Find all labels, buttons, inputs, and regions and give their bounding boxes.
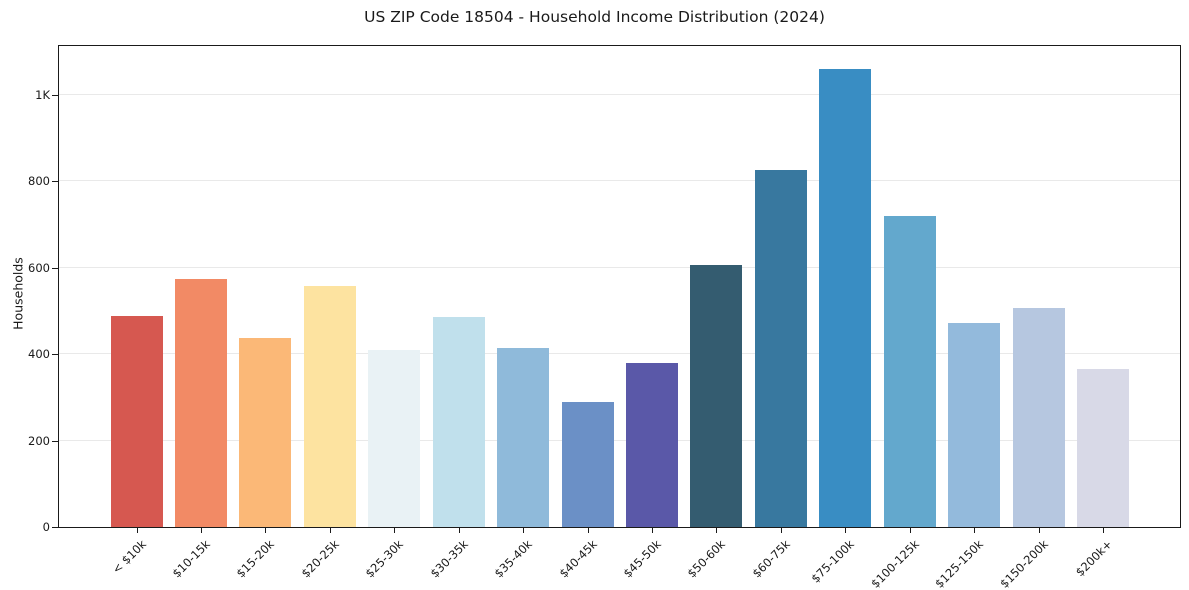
- x-tick-mark: [716, 528, 718, 533]
- bar-60-75k: [754, 170, 807, 527]
- x-tick-mark: [200, 528, 202, 533]
- chart-title: US ZIP Code 18504 - Household Income Dis…: [364, 8, 825, 26]
- gridline-y-1000: [59, 93, 1180, 95]
- x-tick-label: $10-15k: [169, 537, 213, 581]
- y-tick-mark: [52, 94, 58, 96]
- bar-35-40k: [497, 347, 550, 527]
- x-tick-label: $45-50k: [620, 537, 664, 581]
- gridline-y-800: [59, 180, 1180, 182]
- plot-area: [58, 45, 1181, 528]
- x-tick-label: $35-40k: [491, 537, 535, 581]
- bar-50-60k: [690, 265, 743, 527]
- x-tick-mark: [845, 528, 847, 533]
- x-tick-mark: [651, 528, 653, 533]
- x-tick-label: $125-150k: [932, 537, 986, 590]
- y-tick-mark: [52, 181, 58, 183]
- y-tick-mark: [52, 354, 58, 356]
- x-tick-label: $75-100k: [808, 537, 858, 586]
- bar-25-30k: [368, 349, 421, 527]
- y-tick-label: 200: [28, 433, 50, 448]
- y-tick-label: 0: [42, 520, 50, 534]
- gridline-y-200: [59, 439, 1180, 441]
- y-tick-label: 400: [28, 347, 50, 362]
- y-tick-mark: [52, 440, 58, 442]
- bar-100-125k: [883, 215, 936, 527]
- bar-10k: [110, 315, 163, 527]
- x-tick-label: $20-25k: [298, 537, 342, 581]
- x-tick-label: $25-30k: [362, 537, 407, 581]
- x-tick-mark: [265, 528, 267, 533]
- x-tick-mark: [780, 528, 782, 533]
- x-tick-label: $15-20k: [233, 537, 278, 581]
- x-tick-mark: [587, 528, 589, 533]
- x-tick-label: $60-75k: [749, 537, 793, 581]
- bar-10-15k: [174, 279, 227, 527]
- bar-150-200k: [1012, 307, 1065, 527]
- x-tick-mark: [394, 528, 396, 533]
- bar-40-45k: [561, 401, 614, 527]
- gridline-y-400: [59, 353, 1180, 355]
- bar-125-150k: [948, 323, 1001, 527]
- x-tick-mark: [136, 528, 138, 533]
- x-tick-mark: [523, 528, 525, 533]
- y-tick-mark: [52, 267, 58, 269]
- y-tick-label: 1K: [35, 87, 50, 102]
- x-tick-label: $150-200k: [996, 537, 1051, 590]
- x-tick-label: $200k+: [1072, 537, 1115, 580]
- x-tick-mark: [329, 528, 331, 533]
- y-tick-label: 600: [28, 260, 50, 275]
- y-tick-mark: [52, 527, 58, 528]
- gridline-y-600: [59, 266, 1180, 268]
- x-tick-label: $50-60k: [684, 537, 729, 581]
- bar-20-25k: [303, 286, 356, 527]
- bar-15-20k: [239, 337, 292, 527]
- x-tick-label: $30-35k: [427, 537, 471, 581]
- bar-30-35k: [432, 316, 485, 527]
- x-tick-label: < $10k: [108, 537, 149, 577]
- x-tick-label: $40-45k: [555, 537, 600, 581]
- x-tick-label: $100-125k: [867, 537, 922, 590]
- bar-45-50k: [625, 362, 678, 527]
- bar-75-100k: [819, 68, 872, 527]
- x-tick-mark: [1102, 528, 1104, 533]
- x-tick-mark: [458, 528, 460, 533]
- y-tick-label: 800: [28, 174, 50, 189]
- x-tick-mark: [909, 528, 911, 533]
- x-tick-mark: [974, 528, 976, 533]
- bar-200k: [1076, 369, 1129, 527]
- x-tick-mark: [1038, 528, 1040, 533]
